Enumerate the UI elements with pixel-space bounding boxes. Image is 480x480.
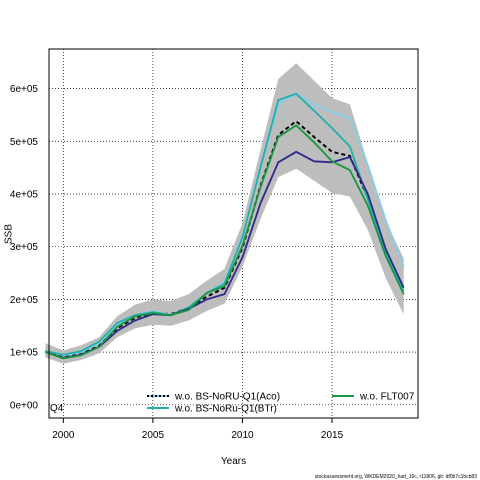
legend: w.o. BS-NoRU-Q1(Aco)w.o. BS-NoRu-Q1(BTr)… [147,392,415,415]
y-axis-ticks: 0e+00 1e+05 2e+05 3e+05 4e+05 5e+05 6e+05 [10,84,39,411]
y-tick-label: 1e+05 [10,348,39,359]
y-tick-label: 2e+05 [10,295,39,306]
plot-frame [48,48,419,419]
legend-label: w.o. BS-NoRU-Q1(Aco) [174,392,280,403]
x-tick-label: 2015 [321,430,344,441]
y-tick-label: 6e+05 [10,84,39,95]
legend-label: w.o. FLT007 [359,392,415,403]
series-line-4 [45,124,405,360]
confidence-band-layer [45,63,404,364]
footnote: stockassessment.org, WKDEM2020_had_16c, … [315,474,477,480]
legend-label: w.o. BS-NoRu-Q1(BTr) [174,404,277,415]
x-tick-label: 2005 [142,430,165,441]
y-axis-title: SSB [4,224,15,244]
x-tick-label: 2000 [52,430,75,441]
confidence-band [45,63,404,364]
y-tick-label: 0e+00 [10,400,39,411]
y-tick-label: 4e+05 [10,189,39,200]
series-line-3 [45,150,405,359]
grid [49,49,418,418]
y-tick-label: 3e+05 [10,242,39,253]
x-axis-title: Years [221,456,246,467]
series-line-2 [45,92,405,356]
panel-annotation: Q4 [50,403,64,414]
series-layer [45,92,405,360]
x-axis-ticks: 2000 2005 2010 2015 [52,418,344,441]
y-tick-label: 5e+05 [10,137,39,148]
x-tick-label: 2010 [231,430,254,441]
